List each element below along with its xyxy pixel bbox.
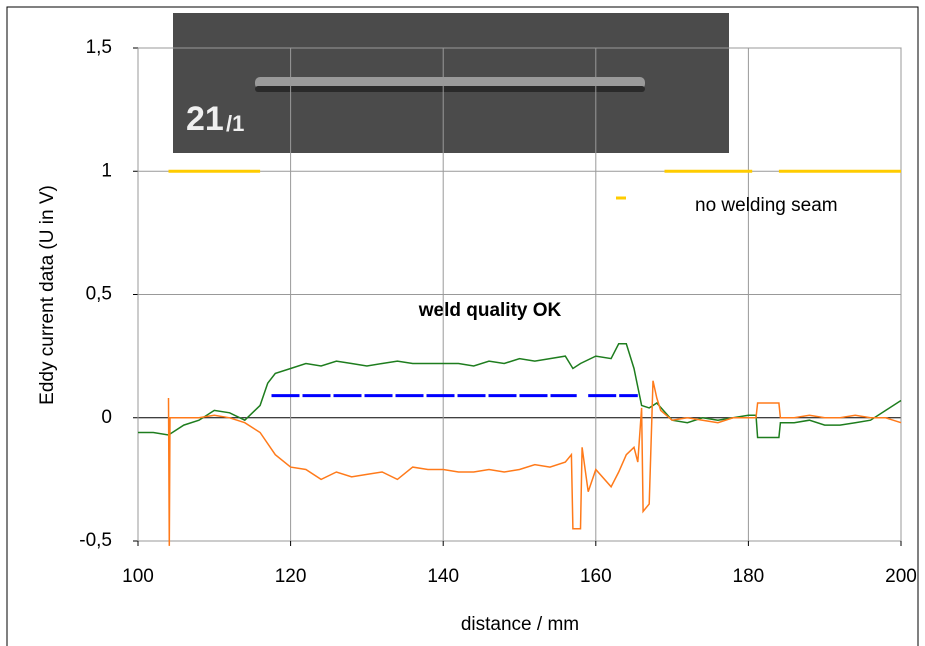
photo-seam-shadow [255,86,645,92]
inset-label: 21 [186,100,224,138]
y-tick-label: 1 [101,160,112,181]
chart-frame [6,6,919,646]
y-tick-label: 0,5 [86,284,112,305]
inset-sublabel: /1 [226,111,244,136]
x-tick-label: 120 [275,566,307,587]
y-axis-title: Eddy current data (U in V) [37,185,58,405]
x-tick-label: 200 [885,566,917,587]
x-tick-label: 160 [580,566,612,587]
series-line [167,380,902,546]
x-tick-label: 180 [733,566,765,587]
y-tick-label: -0,5 [79,530,112,551]
x-tick-label: 100 [122,566,154,587]
y-tick-label: 1,5 [86,37,112,58]
x-tick-label: 140 [427,566,459,587]
legend-label: no welding seam [695,195,838,216]
x-axis-title: distance / mm [461,614,579,635]
y-tick-label: 0 [101,407,112,428]
annotation: weld quality OK [418,300,562,321]
inset-photo: 21 /1 [173,13,729,153]
series-line [138,343,902,439]
